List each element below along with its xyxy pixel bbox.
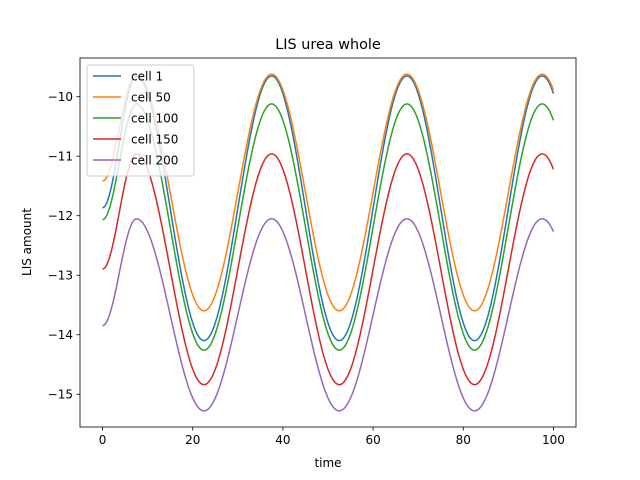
legend-label-5: cell 200 bbox=[131, 153, 178, 167]
plot-area: 0 20 40 60 80 100 −15 −14 −13 −12 −11 −10 bbox=[48, 57, 577, 447]
legend: cell 1 cell 50 cell 100 cell 150 cell 200 bbox=[86, 64, 195, 177]
series-line-5 bbox=[102, 217, 555, 412]
y-tick-label: −12 bbox=[48, 209, 73, 223]
series-line-4 bbox=[102, 153, 555, 386]
x-tick-label: 100 bbox=[542, 433, 565, 447]
y-tick-label: −10 bbox=[48, 90, 73, 104]
x-tick-label: 80 bbox=[456, 433, 471, 447]
series-line-1 bbox=[102, 75, 555, 342]
y-tick-label: −14 bbox=[48, 328, 73, 342]
x-tick-label: 40 bbox=[275, 433, 290, 447]
x-axis-label: time bbox=[314, 456, 341, 470]
legend-box bbox=[86, 64, 195, 177]
x-tick-label: 0 bbox=[99, 433, 107, 447]
chart-title: LIS urea whole bbox=[275, 37, 381, 53]
legend-label-1: cell 1 bbox=[131, 69, 163, 83]
y-tick-label: −13 bbox=[48, 269, 73, 283]
legend-label-3: cell 100 bbox=[131, 111, 178, 125]
axes-frame bbox=[79, 57, 577, 428]
series-line-3 bbox=[102, 103, 555, 351]
x-tick-label: 20 bbox=[185, 433, 200, 447]
series-line-2 bbox=[102, 73, 555, 312]
legend-label-4: cell 150 bbox=[131, 132, 178, 146]
legend-label-2: cell 50 bbox=[131, 90, 171, 104]
x-tick-label: 60 bbox=[365, 433, 380, 447]
y-axis-label: LIS amount bbox=[20, 208, 34, 276]
y-tick-label: −15 bbox=[48, 388, 73, 402]
y-tick-label: −11 bbox=[48, 150, 73, 164]
